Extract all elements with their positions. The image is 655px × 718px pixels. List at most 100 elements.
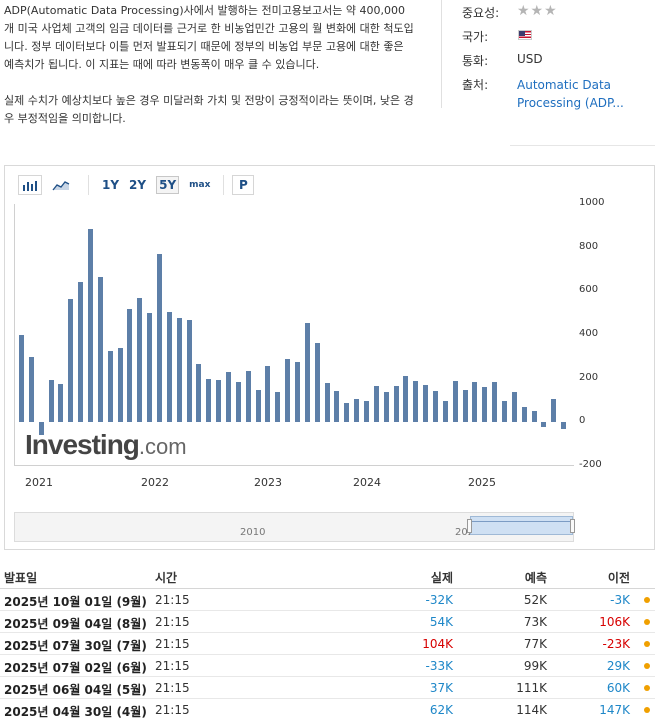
chart-bar[interactable] xyxy=(285,359,291,423)
chart-bar[interactable] xyxy=(413,380,419,423)
toolbar-divider xyxy=(223,175,225,195)
y-tick-label: 800 xyxy=(579,240,599,252)
row-actual: -32K xyxy=(425,593,453,607)
y-tick-label: 600 xyxy=(579,284,599,296)
chart-bar[interactable] xyxy=(482,387,488,423)
chart-bar[interactable] xyxy=(48,379,54,423)
chart-bar[interactable] xyxy=(166,312,172,423)
chart-bar[interactable] xyxy=(265,365,271,423)
chart-bar[interactable] xyxy=(561,422,567,429)
table-row: 2025년 09월 04일 (8월) 21:15 54K 73K 106K xyxy=(0,611,655,633)
chart-bar[interactable] xyxy=(344,402,350,423)
vertical-divider xyxy=(441,0,442,108)
table-row: 2025년 10월 01일 (9월) 21:15 -32K 52K -3K xyxy=(0,589,655,611)
description-paragraph-2: 실제 수치가 예상치보다 높은 경우 미달러화 가치 및 전망이 긍정적이라는 … xyxy=(4,94,414,125)
row-previous: -3K xyxy=(610,593,630,607)
watermark-suffix: .com xyxy=(138,434,187,459)
range-2y-button[interactable]: 2Y xyxy=(129,178,147,192)
chart-bar[interactable] xyxy=(196,364,202,423)
status-dot-icon xyxy=(644,663,650,669)
chart-bar[interactable] xyxy=(68,298,74,423)
chart-bar[interactable] xyxy=(235,381,241,423)
chart-bar[interactable] xyxy=(314,342,320,423)
chart-bar[interactable] xyxy=(354,399,360,423)
chart-bar[interactable] xyxy=(373,386,379,423)
chart-bar[interactable] xyxy=(255,389,261,423)
chart-bar[interactable] xyxy=(97,277,103,423)
chart-bar[interactable] xyxy=(117,348,123,423)
chart-bar[interactable] xyxy=(127,308,133,423)
source-label: 출처: xyxy=(462,78,489,92)
row-previous: 106K xyxy=(599,615,630,629)
currency-row: 통화: USD xyxy=(462,52,652,76)
chart-bar[interactable] xyxy=(433,390,438,423)
currency-label: 통화: xyxy=(462,54,489,68)
chart-bar[interactable] xyxy=(275,391,281,423)
bar-chart-button[interactable] xyxy=(18,175,42,195)
row-forecast: 77K xyxy=(523,637,547,651)
chart-bar[interactable] xyxy=(442,400,448,423)
chart-bar[interactable] xyxy=(147,313,153,423)
chart-bar[interactable] xyxy=(245,371,251,423)
table-row: 2025년 06월 04일 (5월) 21:15 37K 111K 60K xyxy=(0,677,655,699)
source-link[interactable]: Automatic Data Processing (ADP... xyxy=(517,78,624,110)
y-tick-label: 200 xyxy=(579,371,599,383)
range-navigator[interactable]: 2010 2020 xyxy=(14,512,575,542)
row-time: 21:15 xyxy=(155,659,190,673)
chart-bar[interactable] xyxy=(403,376,409,423)
row-actual: 54K xyxy=(429,615,453,629)
chart-bar[interactable] xyxy=(383,391,389,423)
x-tick-label: 2021 xyxy=(25,476,53,489)
chart-bar[interactable] xyxy=(304,322,310,423)
chart-bar[interactable] xyxy=(176,317,182,423)
chart-bar[interactable] xyxy=(186,319,192,423)
chart-bar[interactable] xyxy=(531,411,537,423)
chart-bar[interactable] xyxy=(295,362,300,423)
row-previous: -23K xyxy=(602,637,630,651)
area-chart-button[interactable] xyxy=(48,175,74,195)
y-tick-label: 1000 xyxy=(579,197,605,208)
navigator-left-handle[interactable] xyxy=(467,519,472,533)
chart-bar[interactable] xyxy=(511,391,517,423)
indicator-meta: 중요성: ★★★ 국가: 통화: USD 출처: Automatic Data … xyxy=(462,3,652,110)
header-actual: 실제 xyxy=(430,571,453,585)
chart-bar[interactable] xyxy=(502,400,507,423)
watermark-brand: Investing xyxy=(25,429,140,460)
chart-bar[interactable] xyxy=(157,254,162,423)
row-forecast: 52K xyxy=(523,593,547,607)
chart-bar[interactable] xyxy=(78,281,84,423)
range-5y-button[interactable]: 5Y xyxy=(156,176,180,194)
range-1y-button[interactable]: 1Y xyxy=(102,178,120,192)
chart-bar[interactable] xyxy=(324,383,330,423)
chart-bar[interactable] xyxy=(334,390,340,423)
chart-bar[interactable] xyxy=(107,351,113,423)
chart-bar[interactable] xyxy=(364,400,369,423)
chart-bar[interactable] xyxy=(541,422,547,427)
table-body: 2025년 10월 01일 (9월) 21:15 -32K 52K -3K 2025년 0… xyxy=(0,589,655,718)
row-forecast: 111K xyxy=(516,681,547,695)
chart-bar[interactable] xyxy=(423,385,429,423)
row-time: 21:15 xyxy=(155,681,190,695)
chart-plot-area xyxy=(14,204,574,466)
chart-bar[interactable] xyxy=(462,389,468,423)
chart-bar[interactable] xyxy=(492,381,498,423)
navigator-window[interactable] xyxy=(470,516,573,535)
chart-bar[interactable] xyxy=(206,378,212,423)
chart-bar[interactable] xyxy=(38,422,44,436)
chart-bar[interactable] xyxy=(137,297,143,423)
chart-bar[interactable] xyxy=(452,380,458,423)
chart-bar[interactable] xyxy=(472,381,478,423)
navigator-label-2010: 2010 xyxy=(240,527,266,538)
chart-bar[interactable] xyxy=(88,229,93,423)
navigator-right-handle[interactable] xyxy=(570,519,575,533)
range-max-button[interactable]: max xyxy=(189,180,211,190)
chart-bar[interactable] xyxy=(521,407,527,423)
chart-bar[interactable] xyxy=(226,372,231,423)
chart-bar[interactable] xyxy=(551,399,557,423)
chart-bar[interactable] xyxy=(19,335,24,423)
chart-bar[interactable] xyxy=(216,379,222,423)
chart-bar[interactable] xyxy=(393,386,399,423)
p-button[interactable]: P xyxy=(232,175,255,195)
chart-bar[interactable] xyxy=(28,356,34,423)
chart-bar[interactable] xyxy=(58,384,64,423)
